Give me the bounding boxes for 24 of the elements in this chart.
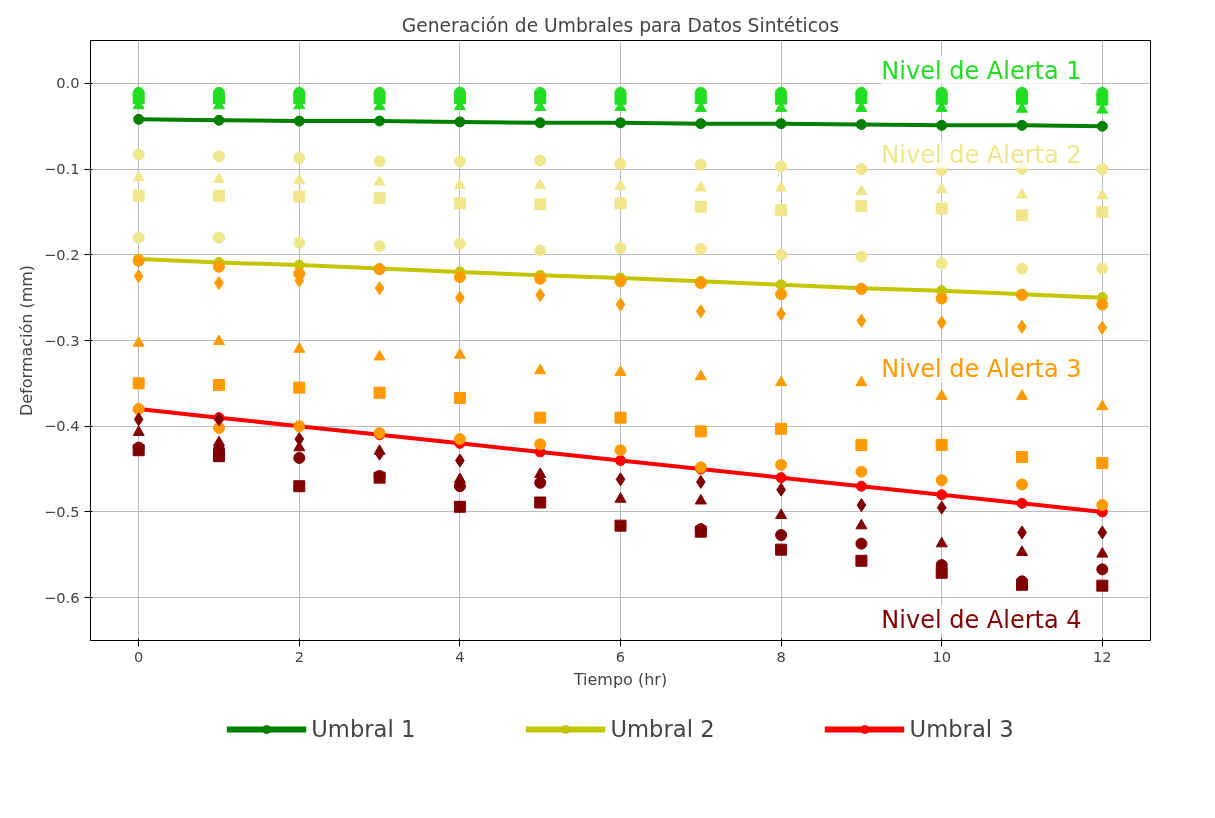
- annotation: Nivel de Alerta 1: [881, 56, 1082, 85]
- x-tick-label: 6: [615, 647, 626, 665]
- y-tick-label: −0.1: [43, 160, 80, 178]
- x-tick-label: 8: [776, 647, 786, 665]
- y-tick-label: −0.5: [43, 502, 80, 520]
- y-tick-label: −0.6: [43, 588, 80, 606]
- y-tick-label: −0.2: [43, 245, 80, 263]
- x-tick-label: 4: [455, 647, 465, 665]
- y-tick-label: −0.4: [43, 417, 80, 435]
- legend-label: Umbral 3: [909, 715, 1014, 742]
- y-tick-label: 0.0: [56, 74, 80, 92]
- x-axis-title: Tiempo (hr): [572, 669, 668, 689]
- annotation: Nivel de Alerta 4: [881, 605, 1082, 634]
- x-tick-label: 10: [932, 647, 952, 665]
- y-axis-title: Deformación (mm): [16, 264, 36, 417]
- x-tick-label: 12: [1092, 647, 1112, 665]
- x-tick-label: 2: [294, 647, 304, 665]
- chart-title: Generación de Umbrales para Datos Sintéticos: [401, 14, 840, 36]
- annotation: Nivel de Alerta 3: [881, 354, 1082, 383]
- legend-label: Umbral 1: [311, 715, 416, 742]
- annotation: Nivel de Alerta 2: [881, 140, 1082, 169]
- x-tick-label: 0: [134, 647, 144, 665]
- legend-label: Umbral 2: [610, 715, 715, 742]
- y-tick-label: −0.3: [43, 331, 80, 349]
